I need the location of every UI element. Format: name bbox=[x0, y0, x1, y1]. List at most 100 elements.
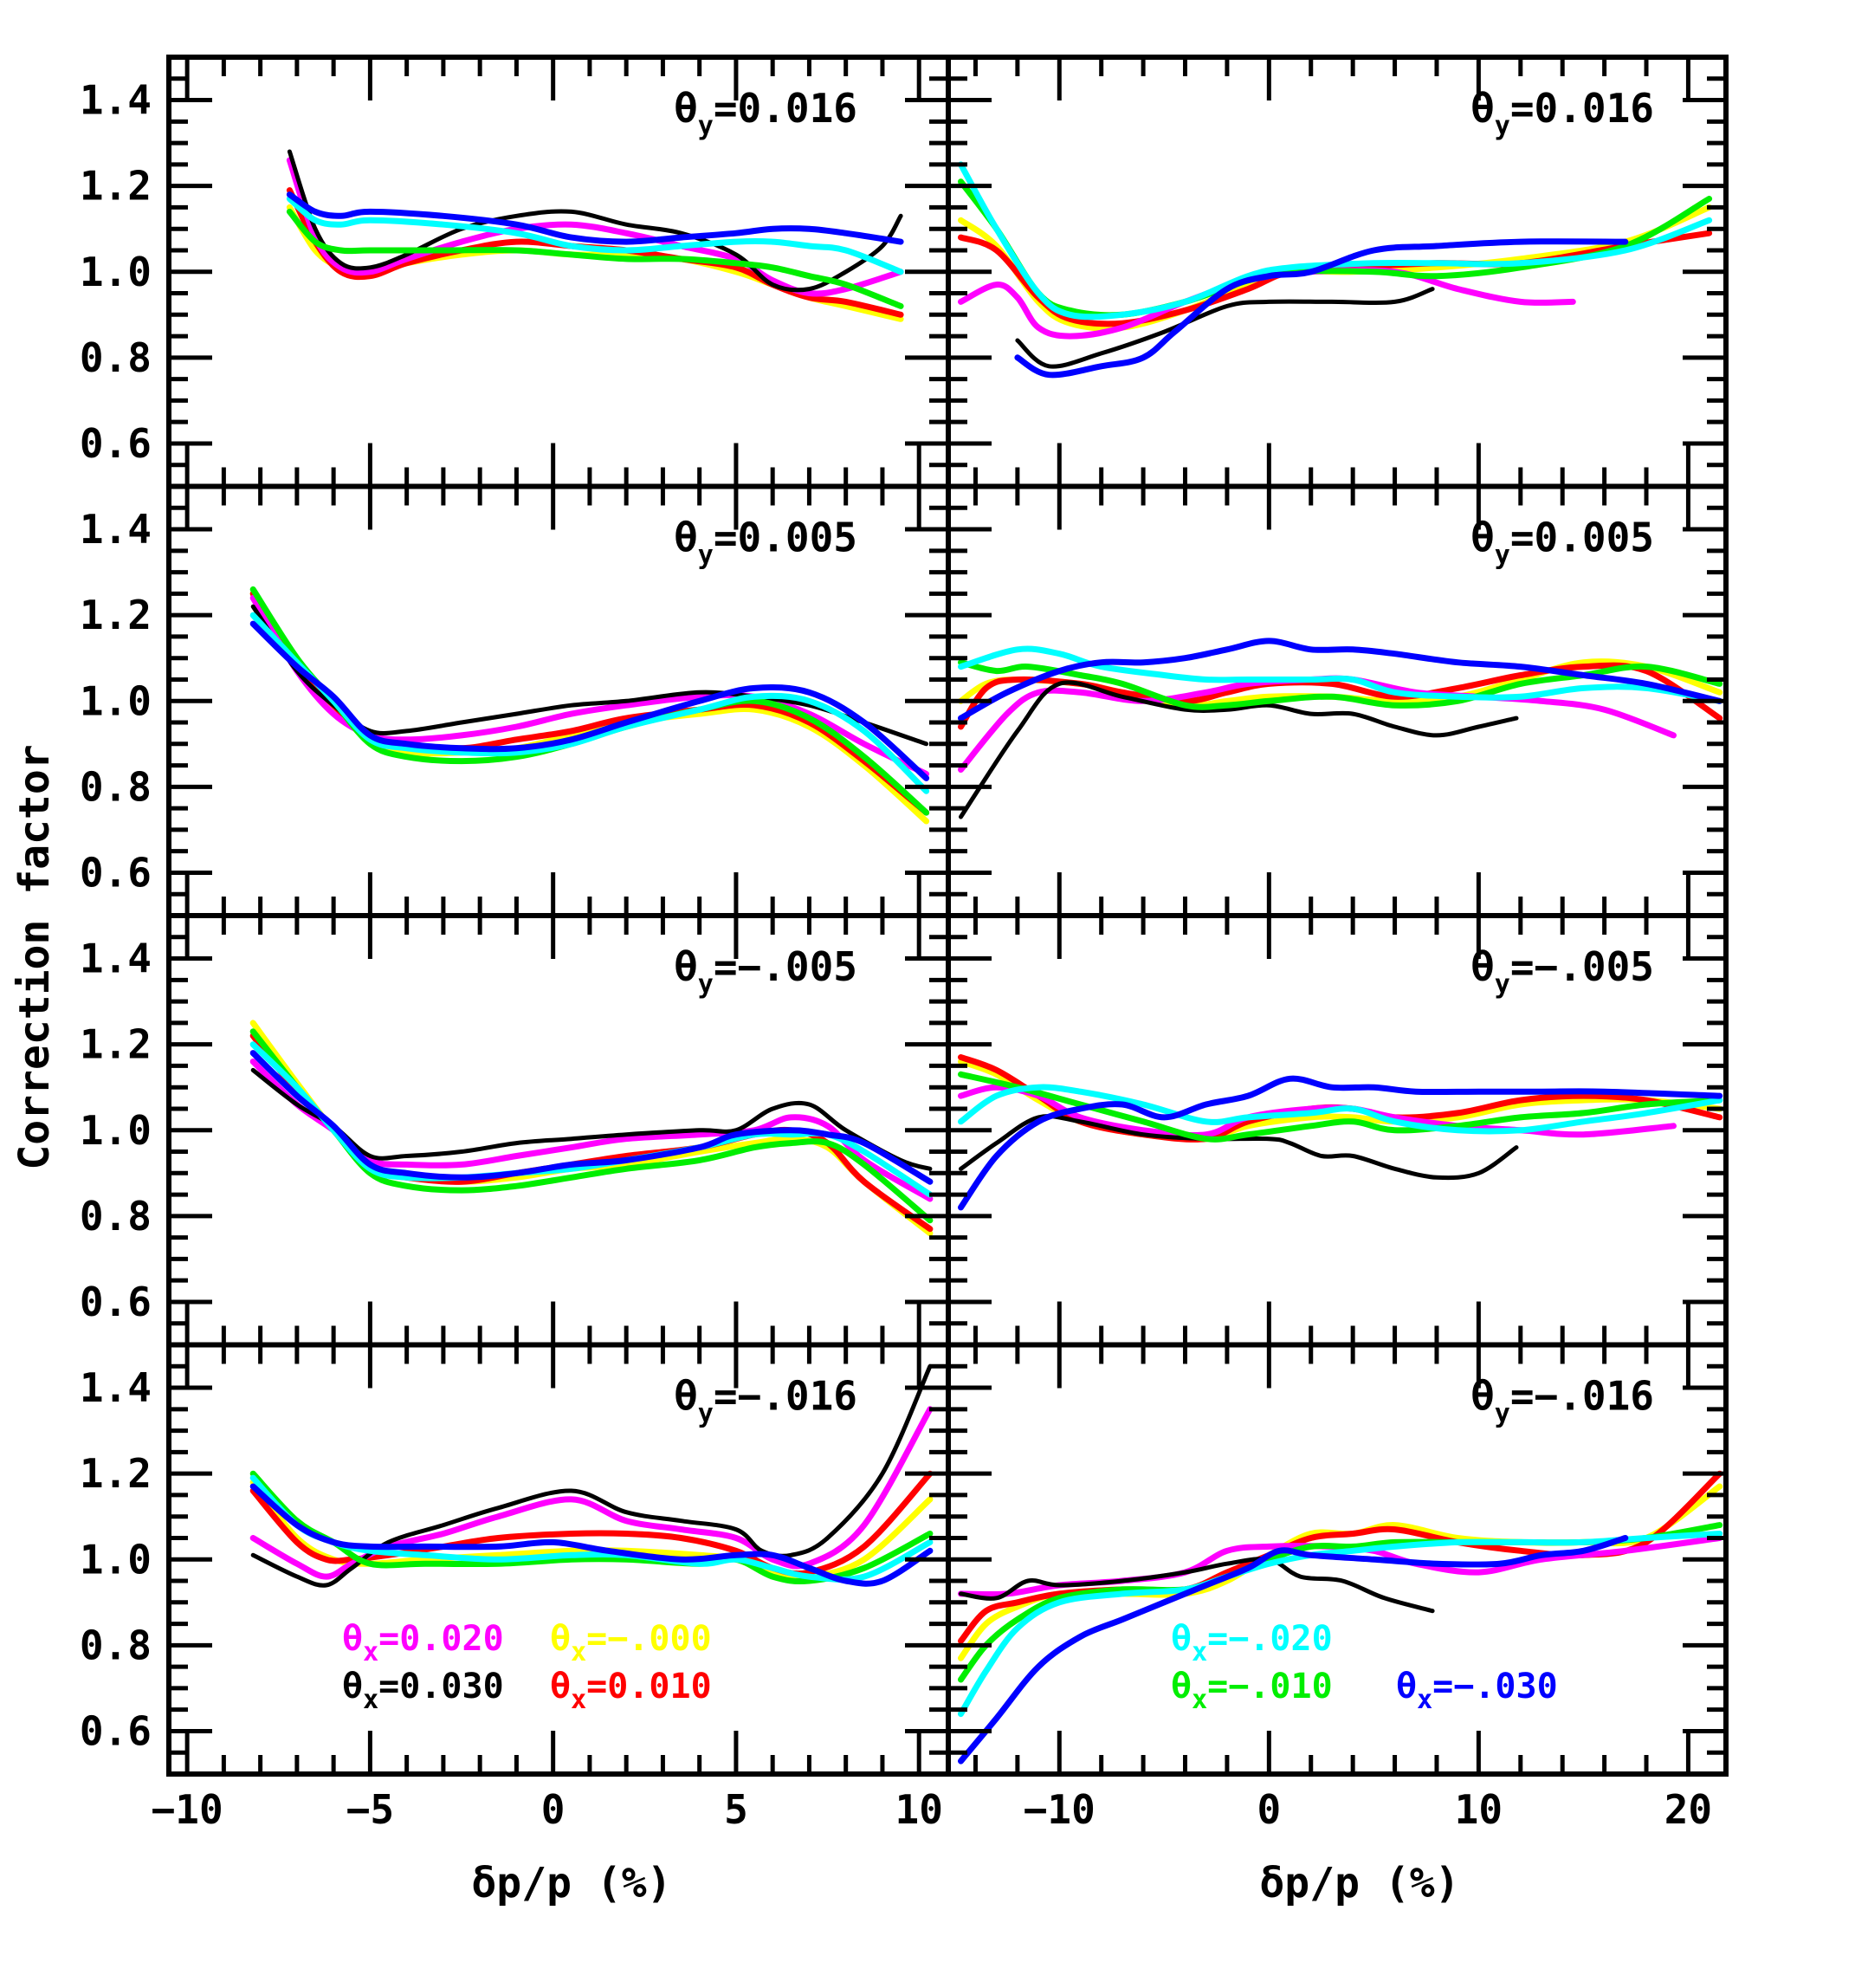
panel-curves bbox=[958, 1054, 1723, 1211]
y-tick-label: 1.4 bbox=[80, 77, 152, 124]
panel-label-theta: θ bbox=[1470, 515, 1495, 561]
series-line-txm030 bbox=[249, 1050, 934, 1185]
series-line-txm030 bbox=[958, 1535, 1629, 1765]
legend-value: =0.020 bbox=[378, 1619, 504, 1659]
series-line-tx020 bbox=[249, 594, 930, 777]
legend-theta: θ bbox=[1171, 1619, 1192, 1659]
legend-theta: θ bbox=[342, 1619, 363, 1659]
y-tick-label: 1.2 bbox=[80, 1450, 152, 1497]
series-line-tx000 bbox=[958, 1483, 1723, 1661]
tick-labels-group: 0.6 0.8 1.0 1.2 1.4 0.6 0.8 1.0 1.2 1.4 0.6 0.8 1.0 1… bbox=[80, 77, 1712, 1833]
x-axis-title-right: δp/p (%) bbox=[1259, 1859, 1459, 1907]
legend-theta: θ bbox=[1171, 1667, 1192, 1706]
legend-item-tx020: θx=0.020 bbox=[342, 1619, 504, 1667]
legend-item-txm010: θx=−.010 bbox=[1171, 1667, 1333, 1715]
legend-sub: x bbox=[363, 1637, 378, 1667]
x-tick-label: 10 bbox=[1455, 1786, 1503, 1833]
series-line-txm030 bbox=[286, 191, 904, 245]
panel-label-sub: y bbox=[1495, 969, 1510, 1000]
panel-label-value: =0.016 bbox=[1510, 85, 1654, 132]
panel-curves bbox=[958, 638, 1723, 819]
panel-label-sub: y bbox=[1495, 541, 1510, 571]
panel-curves bbox=[249, 1363, 934, 1588]
y-tick-label: 1.4 bbox=[80, 1364, 152, 1411]
series-line-tx030 bbox=[250, 1363, 933, 1588]
series-line-tx030 bbox=[959, 680, 1519, 819]
panel-curves bbox=[958, 1470, 1723, 1765]
y-tick-label: 1.0 bbox=[80, 249, 152, 295]
panel-label-sub: y bbox=[698, 541, 714, 571]
panel-r3-c0: θy=−.016 bbox=[249, 1363, 934, 1588]
series-line-txm020 bbox=[958, 645, 1723, 704]
series-line-tx030 bbox=[287, 149, 903, 293]
series-line-tx020 bbox=[249, 1406, 934, 1580]
series-line-txm030 bbox=[1014, 238, 1629, 379]
panel-label: θy=0.016 bbox=[674, 85, 857, 141]
panel-curves bbox=[249, 586, 930, 825]
legend-theta: θ bbox=[1396, 1667, 1417, 1706]
legend-value: =0.010 bbox=[586, 1667, 712, 1706]
series-line-txm020 bbox=[958, 1084, 1723, 1135]
x-tick-label: 20 bbox=[1664, 1786, 1712, 1833]
x-tick-label: 5 bbox=[724, 1786, 748, 1833]
panel-label: θy=−.016 bbox=[674, 1373, 857, 1429]
legend-item-tx000: θx=−.000 bbox=[550, 1619, 712, 1667]
panel-curves bbox=[958, 161, 1713, 379]
y-tick-label: 0.6 bbox=[80, 1279, 152, 1325]
series-line-tx010 bbox=[249, 1470, 934, 1577]
legend-theta: θ bbox=[550, 1667, 571, 1706]
y-tick-label: 0.6 bbox=[80, 420, 152, 467]
panel-label-theta: θ bbox=[674, 1373, 698, 1420]
panel-label-theta: θ bbox=[674, 85, 698, 132]
panel-label-value: =−.005 bbox=[1510, 943, 1654, 990]
x-tick-label: −10 bbox=[152, 1786, 223, 1833]
panel-curves bbox=[249, 1020, 934, 1237]
legend-sub: x bbox=[571, 1685, 586, 1715]
series-line-txm020 bbox=[958, 1531, 1723, 1718]
y-tick-label: 0.8 bbox=[80, 334, 152, 381]
legend-item-txm020: θx=−.020 bbox=[1171, 1619, 1333, 1667]
panel-label-theta: θ bbox=[674, 515, 698, 561]
legend-value: =−.020 bbox=[1207, 1619, 1333, 1659]
legend-value: =−.010 bbox=[1207, 1667, 1333, 1706]
panel-r2-c1: θy=−.005 bbox=[958, 943, 1723, 1211]
series-line-tx030 bbox=[1015, 287, 1435, 369]
panel-label-value: =−.016 bbox=[1510, 1373, 1654, 1420]
panel-label-sub: y bbox=[1495, 111, 1510, 141]
y-tick-label: 0.6 bbox=[80, 1707, 152, 1754]
panel-label: θy=0.005 bbox=[1470, 515, 1654, 571]
panel-r0-c0: θy=0.016 bbox=[286, 85, 904, 322]
x-tick-label: 10 bbox=[895, 1786, 943, 1833]
x-tick-label: −5 bbox=[346, 1786, 394, 1833]
y-tick-label: 1.0 bbox=[80, 1536, 152, 1583]
panel-r1-c0: θy=0.005 bbox=[249, 515, 930, 825]
panel-label: θy=−.005 bbox=[674, 943, 857, 1000]
panel-label: θy=0.005 bbox=[674, 515, 857, 571]
series-line-txm030 bbox=[958, 1075, 1723, 1211]
legend-sub: x bbox=[1192, 1637, 1207, 1667]
y-tick-label: 1.2 bbox=[80, 592, 152, 638]
series-line-txm020 bbox=[958, 161, 1713, 321]
legend-item-txm030: θx=−.030 bbox=[1396, 1667, 1558, 1715]
panel-r0-c1: θy=0.016 bbox=[958, 85, 1713, 379]
y-tick-label: 1.0 bbox=[80, 1107, 152, 1154]
frames-group bbox=[166, 55, 1729, 1777]
panel-label-sub: y bbox=[1495, 1399, 1510, 1429]
panel-r2-c0: θy=−.005 bbox=[249, 943, 934, 1237]
panel-label: θy=0.016 bbox=[1470, 85, 1654, 141]
panel-label: θy=−.005 bbox=[1470, 943, 1654, 1000]
panel-label-theta: θ bbox=[674, 943, 698, 990]
legend-sub: x bbox=[571, 1637, 586, 1667]
y-tick-label: 0.8 bbox=[80, 1622, 152, 1668]
series-line-txm020 bbox=[249, 612, 930, 794]
panel-label-sub: y bbox=[698, 1399, 714, 1429]
y-tick-label: 0.6 bbox=[80, 849, 152, 896]
legend-theta: θ bbox=[342, 1667, 363, 1706]
panel-label-theta: θ bbox=[1470, 1373, 1495, 1420]
x-tick-label: 0 bbox=[1257, 1786, 1281, 1833]
x-tick-label: 0 bbox=[541, 1786, 566, 1833]
series-line-tx020 bbox=[249, 1059, 934, 1202]
panel-label-sub: y bbox=[698, 111, 714, 141]
